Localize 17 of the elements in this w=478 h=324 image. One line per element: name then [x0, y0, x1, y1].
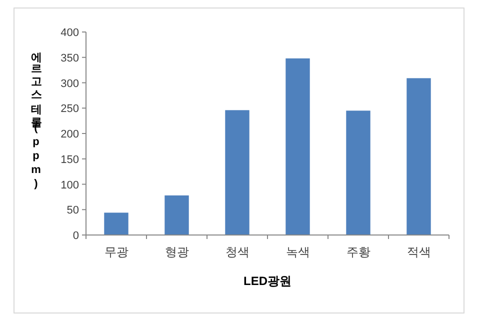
x-axis-title: LED광원	[244, 274, 292, 288]
y-tick-label: 400	[60, 27, 79, 39]
y-tick-label: 350	[60, 52, 79, 64]
y-tick-label: 200	[60, 128, 79, 140]
y-tick-label: 0	[72, 230, 79, 242]
x-tick-label: 주황	[346, 245, 370, 259]
y-axis-title: 에르고스테롤(ppm)	[30, 44, 43, 192]
y-tick-label: 150	[60, 154, 79, 166]
x-tick-label: 청색	[225, 245, 250, 259]
y-tick-label: 250	[60, 103, 79, 116]
x-tick-label: 형광	[164, 245, 189, 259]
y-tick-label: 100	[60, 179, 79, 192]
y-tick-label: 50	[66, 204, 79, 217]
y-tick-label: 300	[60, 78, 79, 90]
x-tick-label: 적색	[406, 245, 431, 259]
x-tick-label: 무광	[104, 245, 128, 259]
x-tick-label: 녹색	[286, 245, 310, 259]
